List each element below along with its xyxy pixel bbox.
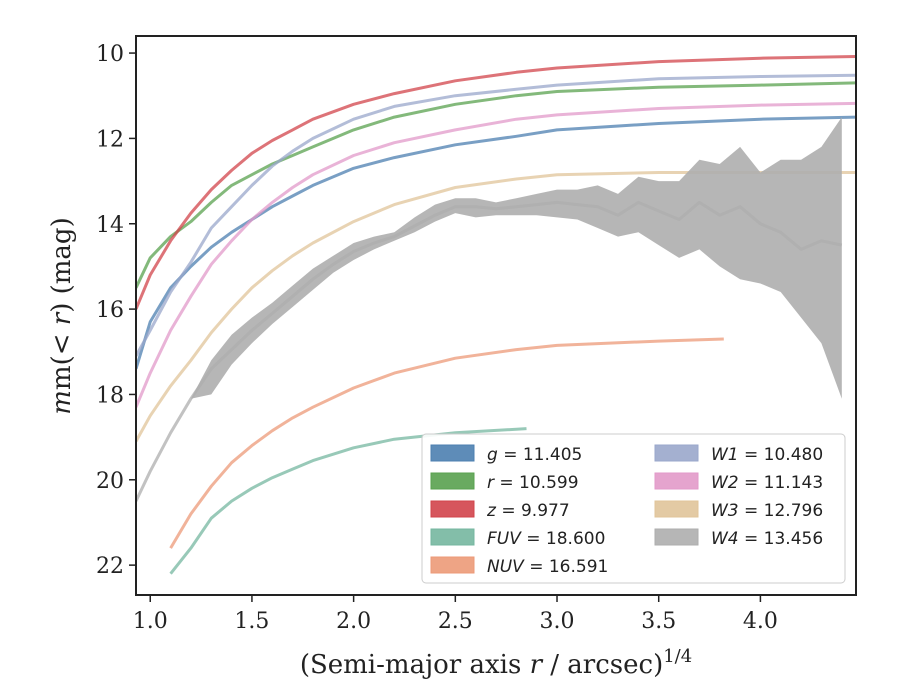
x-axis-label: (Semi-major axis r / arcsec)1/4: [300, 646, 692, 680]
y-tick-label: 20: [96, 469, 124, 494]
y-tick-label: 18: [96, 383, 124, 408]
legend-swatch-w2: [654, 472, 699, 490]
legend-label-z: z = 9.977: [486, 501, 570, 521]
legend-series-value: = 12.796: [739, 501, 824, 521]
legend-label-w1: W1 = 10.480: [711, 445, 823, 465]
legend-label-nuv: NUV = 16.591: [487, 557, 608, 577]
x-tick-label: 3.5: [641, 609, 676, 634]
y-tick-label: 10: [96, 42, 124, 67]
series-w2-line: [136, 101, 856, 408]
series-layer: [136, 55, 856, 575]
x-tick-label: 1.0: [133, 609, 168, 634]
legend-swatch-r: [430, 472, 475, 490]
legend-series-value: = 11.405: [498, 445, 583, 465]
legend-swatch-w1: [654, 444, 699, 462]
legend-swatch-w3: [654, 500, 699, 518]
legend-series-value: = 9.977: [496, 501, 570, 521]
y-axis-label-var: r: [47, 311, 77, 325]
x-tick-label: 2.0: [336, 609, 371, 634]
series-nuv-line: [169, 337, 724, 549]
y-axis-label-prefix: m(<: [47, 325, 77, 390]
x-tick-label: 4.0: [743, 609, 778, 634]
legend-swatch-w4: [654, 528, 699, 546]
legend-box: [421, 433, 846, 584]
y-tick-label: 12: [96, 127, 124, 152]
x-axis-label-suffix: / arcsec): [542, 650, 663, 680]
legend-series-name: FUV: [487, 529, 522, 549]
y-axis-label: mm(< r) (mag): [47, 217, 77, 414]
series-w1-line: [136, 73, 856, 357]
legend-label-g: g = 11.405: [487, 445, 582, 465]
legend-label-fuv: FUV = 18.600: [487, 529, 605, 549]
legend-series-value: = 18.600: [521, 529, 606, 549]
plot-frame: [135, 35, 857, 596]
legend-label-w4: W4 = 13.456: [711, 529, 823, 549]
x-axis-label-exponent: 1/4: [663, 646, 692, 667]
legend-series-name: r: [487, 473, 495, 493]
legend-swatch-fuv: [430, 528, 475, 546]
y-axis-label-suffix: ) (mag): [47, 217, 77, 313]
x-tick-label: 3.0: [540, 609, 575, 634]
legend-swatch-z: [430, 500, 475, 518]
legend-series-name: W1: [711, 445, 739, 465]
x-axis-label-var: r: [530, 650, 544, 680]
series-w4-line: [136, 200, 843, 502]
legend-series-value: = 16.591: [524, 557, 609, 577]
y-axis-label-m: m: [47, 390, 77, 415]
y-axis: 10 12 14 16 18 20 22: [96, 42, 136, 579]
x-axis: 1.0 1.5 2.0 2.5 3.0 3.5 4.0: [133, 595, 778, 634]
legend-series-name: NUV: [487, 557, 525, 577]
legend-label-r: r = 10.599: [487, 473, 579, 493]
series-w3-line: [136, 171, 856, 443]
legend-label-w3: W3 = 12.796: [711, 501, 823, 521]
y-tick-label: 16: [96, 298, 124, 323]
legend-swatch-g: [430, 444, 475, 462]
series-fuv-line: [169, 427, 527, 575]
x-axis-label-prefix: (Semi-major axis: [300, 650, 530, 680]
x-tick-label: 2.5: [438, 609, 473, 634]
y-tick-label: 14: [96, 213, 124, 238]
legend-series-name: W2: [711, 473, 739, 493]
series-r-line: [136, 81, 856, 289]
legend-series-name: z: [486, 501, 497, 521]
legend-swatch-nuv: [430, 556, 475, 574]
series-g-line: [136, 115, 856, 370]
legend-label-w2: W2 = 11.143: [711, 473, 823, 493]
x-tick-label: 1.5: [234, 609, 269, 634]
legend-series-value: = 11.143: [739, 473, 824, 493]
legend-series-name: W3: [711, 501, 739, 521]
legend-series-value: = 10.480: [739, 445, 824, 465]
legend-series-value: = 10.599: [494, 473, 579, 493]
legend-series-name: g: [487, 445, 498, 465]
y-tick-label: 22: [96, 554, 124, 579]
legend-series-value: = 13.456: [739, 529, 824, 549]
legend-series-name: W4: [711, 529, 739, 549]
series-z-line: [136, 55, 856, 310]
